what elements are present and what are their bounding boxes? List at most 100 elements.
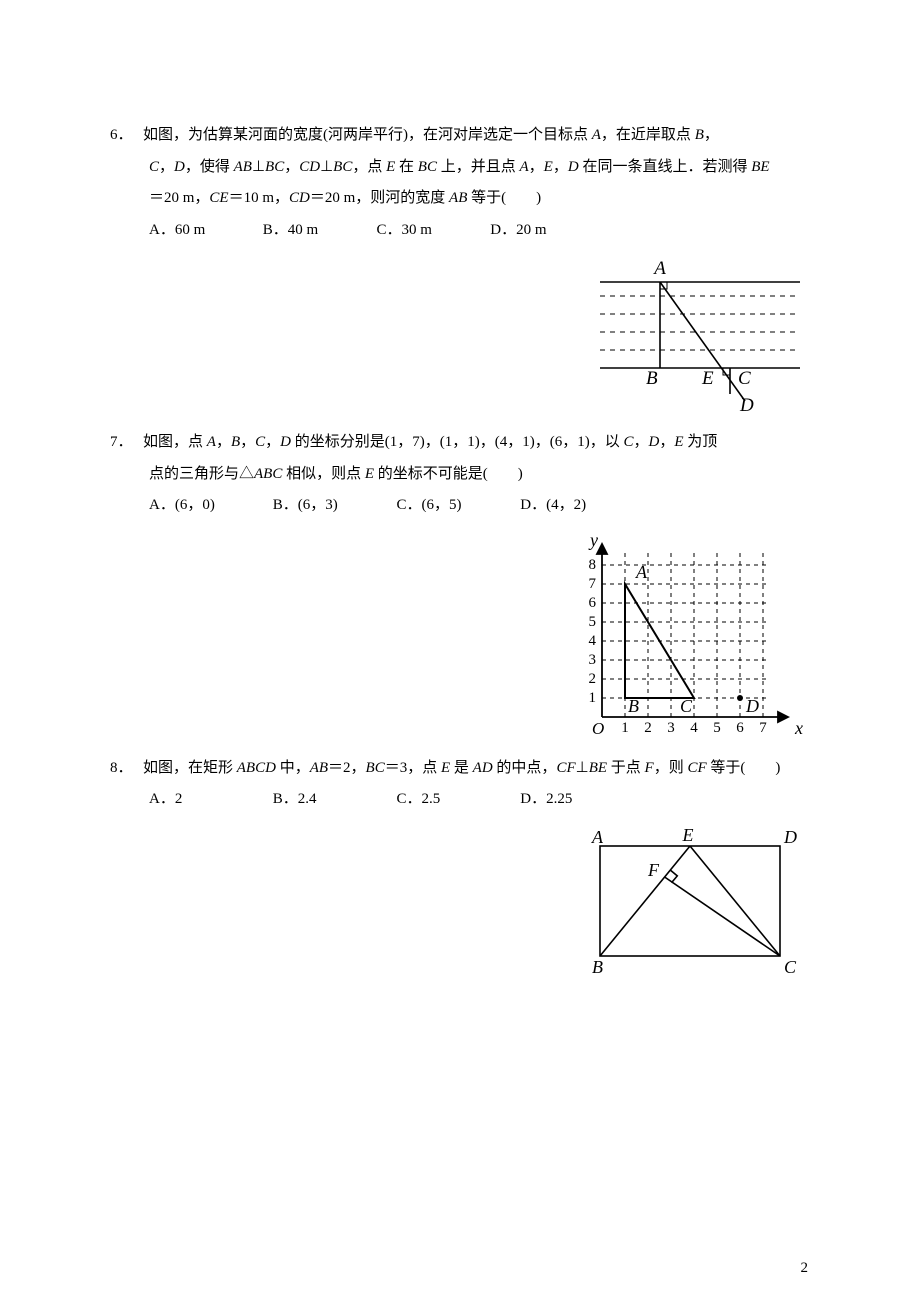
q8-fig-B: B <box>592 957 603 977</box>
q7-text-2c: 的坐标不可能是( ) <box>374 466 523 482</box>
q8-id-CF2: CF <box>687 760 706 776</box>
q6-text-1a: 如图，为估算某河面的宽度(河两岸平行)，在河对岸选定一个目标点 <box>143 127 592 143</box>
q7-yt4: 4 <box>589 633 597 649</box>
q8-id-F: F <box>645 760 654 776</box>
q7-yt6: 6 <box>589 595 597 611</box>
q6-id-BC2: BC <box>333 159 352 175</box>
page-number: 2 <box>0 1260 920 1277</box>
q8-text-1i: 等于( ) <box>707 760 781 776</box>
q6-text-3b: ＝10 m， <box>229 190 289 206</box>
q6-figure-wrap: A B E C D <box>110 256 810 421</box>
q7-text-2a: 点的三角形与△ <box>149 466 254 482</box>
q6-text-2d: 上，并且点 <box>437 159 520 175</box>
q6-opt-B: B．40 m <box>263 215 373 247</box>
q8-id-E: E <box>441 760 450 776</box>
q7-figure: 1 2 3 4 5 6 7 1 2 3 4 5 6 7 8 <box>570 532 810 747</box>
q7-yt7: 7 <box>589 576 597 592</box>
q7-yt8: 8 <box>589 557 597 573</box>
question-8: 8．如图，在矩形 ABCD 中，AB＝2，BC＝3，点 E 是 AD 的中点，C… <box>110 753 810 816</box>
q6-text-3c: ＝20 m，则河的宽度 <box>310 190 449 206</box>
q8-fig-E: E <box>682 826 694 845</box>
q7-id-C2: C <box>623 434 633 450</box>
q6-fig-A: A <box>652 258 666 279</box>
q6-id-BC: BC <box>265 159 284 175</box>
q8-text-1a: 如图，在矩形 <box>143 760 237 776</box>
q7-text-2b: 相似，则点 <box>282 466 365 482</box>
q7-xt4: 4 <box>690 720 698 736</box>
q7-text-1a: 如图，点 <box>143 434 207 450</box>
q8-text-1g: 于点 <box>607 760 645 776</box>
q6-opt-C: C．30 m <box>377 215 487 247</box>
q6-opt-D: D．20 m <box>490 215 600 247</box>
q6-id-AB2: AB <box>449 190 467 206</box>
q6-opt-A: A．60 m <box>149 215 259 247</box>
q7-opt-D: D．(4，2) <box>520 490 640 522</box>
q8-text-1c: ＝2， <box>328 760 366 776</box>
q6-fig-E: E <box>701 368 714 389</box>
q7-xt2: 2 <box>644 720 652 736</box>
q6-id-D2: D <box>568 159 579 175</box>
q8-text-1f: 的中点， <box>493 760 557 776</box>
q6-options: A．60 m B．40 m C．30 m D．20 m <box>110 215 810 247</box>
q7-yt3: 3 <box>589 652 597 668</box>
q6-text-2e: 在同一条直线上．若测得 <box>579 159 752 175</box>
q8-opt-B: B．2.4 <box>273 784 393 816</box>
q7-id-B: B <box>231 434 240 450</box>
q7-text-1b: 的坐标分别是(1，7)，(1，1)，(4，1)，(6，1)，以 <box>291 434 623 450</box>
q8-fig-A: A <box>591 827 604 847</box>
q8-text-1h: ，则 <box>654 760 688 776</box>
question-7: 7．如图，点 A，B，C，D 的坐标分别是(1，7)，(1，1)，(4，1)，(… <box>110 427 810 522</box>
q6-figure: A B E C D <box>590 256 810 421</box>
q7-options: A．(6，0) B．(6，3) C．(6，5) D．(4，2) <box>110 490 810 522</box>
q8-opt-C: C．2.5 <box>397 784 517 816</box>
q7-fig-B: B <box>628 696 639 716</box>
q6-id-CD: CD <box>299 159 320 175</box>
q6-text-1b: ，在近岸取点 <box>601 127 695 143</box>
q6-fig-B: B <box>646 368 658 389</box>
q6-text-2c: 在 <box>395 159 418 175</box>
q8-text-1d: ＝3，点 <box>385 760 441 776</box>
q6-text-3a: ＝20 m， <box>149 190 209 206</box>
q7-yt1: 1 <box>589 690 597 706</box>
q6-text-2a: ，使得 <box>185 159 234 175</box>
q6-id-E2: E <box>544 159 553 175</box>
q7-fig-C: C <box>680 696 693 716</box>
q8-fig-C: C <box>784 957 797 977</box>
q7-figure-wrap: 1 2 3 4 5 6 7 1 2 3 4 5 6 7 8 <box>110 532 810 747</box>
q6-id-CE: CE <box>209 190 228 206</box>
q7-opt-A: A．(6，0) <box>149 490 269 522</box>
q6-text-3d: 等于( ) <box>467 190 541 206</box>
q6-text-2b: ，点 <box>352 159 386 175</box>
q8-number: 8． <box>110 753 143 785</box>
q7-id-E2: E <box>365 466 374 482</box>
q6-id-A2: A <box>519 159 528 175</box>
q7-xt3: 3 <box>667 720 675 736</box>
q8-fig-D: D <box>783 827 797 847</box>
q7-id-D: D <box>280 434 291 450</box>
q8-opt-D: D．2.25 <box>520 784 640 816</box>
q8-id-BC: BC <box>366 760 385 776</box>
q7-id-E: E <box>674 434 683 450</box>
q7-text-1c: 为顶 <box>684 434 718 450</box>
q7-yt5: 5 <box>589 614 597 630</box>
q8-id-CF: CF <box>556 760 575 776</box>
q6-fig-C: C <box>738 368 751 389</box>
q8-text-1b: 中， <box>276 760 310 776</box>
q6-id-B: B <box>695 127 704 143</box>
q7-id-C: C <box>255 434 265 450</box>
q7-xt1: 1 <box>621 720 629 736</box>
q7-fig-A: A <box>635 562 648 582</box>
q7-opt-B: B．(6，3) <box>273 490 393 522</box>
page-content: 6．如图，为估算某河面的宽度(河两岸平行)，在河对岸选定一个目标点 A，在近岸取… <box>110 120 810 991</box>
q8-id-AB: AB <box>310 760 328 776</box>
q7-fig-D: D <box>745 696 759 716</box>
q8-id-ABCD: ABCD <box>237 760 276 776</box>
q7-id-A: A <box>207 434 216 450</box>
q6-fig-D: D <box>739 395 754 416</box>
q7-xt5: 5 <box>713 720 721 736</box>
q7-xt7: 7 <box>759 720 767 736</box>
q6-id-E: E <box>386 159 395 175</box>
q7-id-D2: D <box>649 434 660 450</box>
q6-id-C: C <box>149 159 159 175</box>
q8-figure-wrap: A D B C E F <box>110 826 810 991</box>
